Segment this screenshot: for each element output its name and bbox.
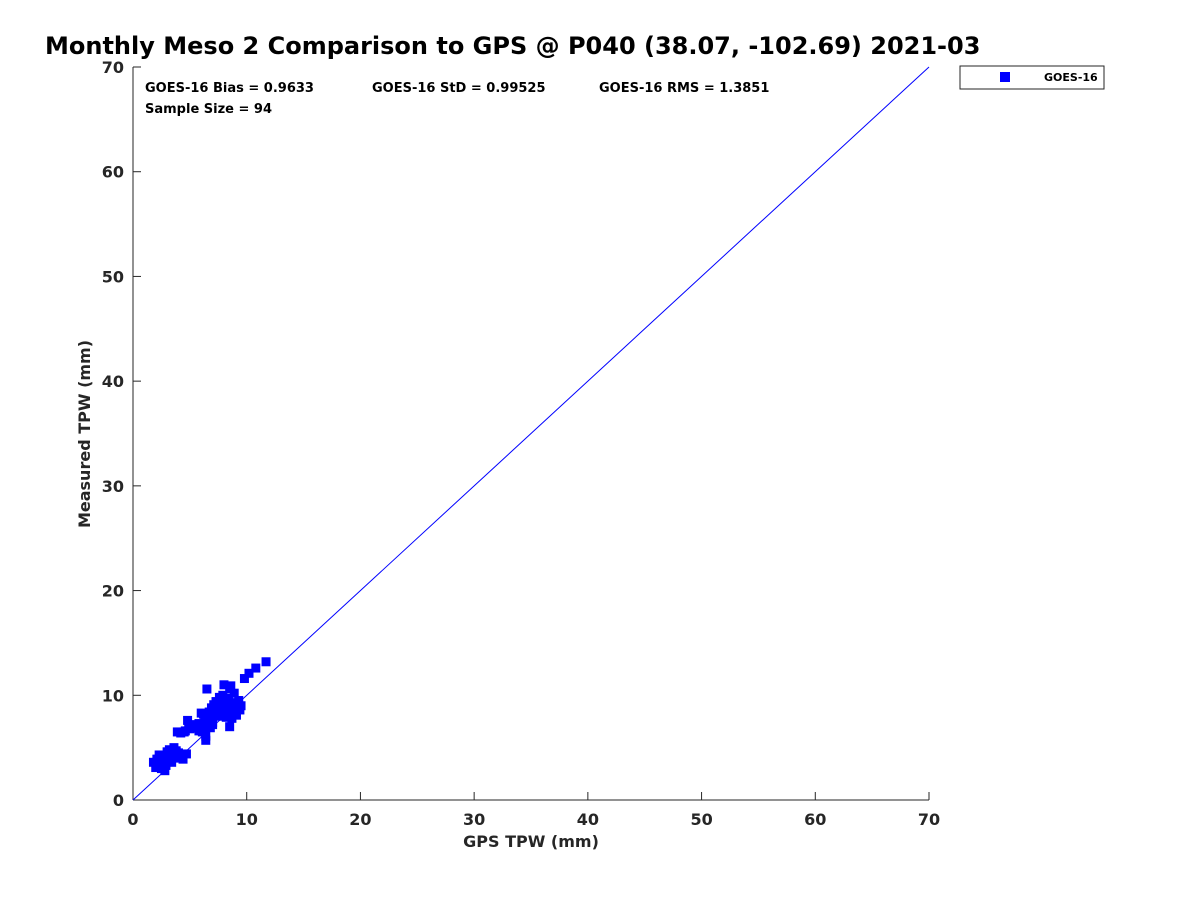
legend-box — [959, 65, 1105, 90]
x-tick-label: 0 — [127, 810, 138, 829]
data-point — [211, 709, 221, 719]
std-stat: GOES-16 StD = 0.99525 — [372, 81, 546, 96]
y-tick-label: 20 — [102, 582, 124, 601]
y-tick-label: 60 — [102, 163, 124, 182]
chart-title: Monthly Meso 2 Comparison to GPS @ P040 … — [45, 32, 980, 60]
data-point — [229, 688, 239, 698]
x-tick-label: 50 — [690, 810, 712, 829]
data-point — [205, 715, 215, 725]
data-point — [155, 761, 165, 771]
data-point — [224, 710, 234, 720]
data-point — [183, 715, 193, 725]
data-point — [201, 731, 211, 741]
y-ticks: 0 10 20 30 40 50 60 70 — [102, 58, 141, 810]
data-point — [234, 696, 244, 706]
data-point — [196, 721, 206, 731]
data-point — [173, 748, 183, 758]
y-tick-label: 0 — [113, 791, 124, 810]
data-point — [226, 681, 236, 691]
y-axis-label: Measured TPW (mm) — [75, 340, 94, 528]
y-tick-label: 50 — [102, 267, 124, 286]
legend-label-goes16: GOES-16 — [1044, 71, 1098, 84]
data-point — [199, 709, 209, 719]
data-point — [181, 749, 191, 759]
x-ticks: 0 10 20 30 40 50 60 70 — [127, 792, 940, 829]
data-point — [179, 727, 189, 737]
goes16-series-points — [148, 657, 271, 776]
x-tick-label: 30 — [463, 810, 485, 829]
data-point — [219, 680, 229, 690]
data-point — [261, 657, 271, 667]
data-point — [236, 701, 246, 711]
plot-area: 0 10 20 30 40 50 60 70 0 10 20 30 40 50 60 70 — [102, 58, 940, 829]
data-point — [160, 766, 170, 776]
data-point — [226, 700, 236, 710]
x-tick-label: 40 — [577, 810, 599, 829]
x-tick-label: 10 — [236, 810, 258, 829]
sample-size-stat: Sample Size = 94 — [145, 102, 272, 117]
data-point — [162, 756, 172, 766]
data-point — [244, 668, 254, 678]
x-axis-label: GPS TPW (mm) — [463, 832, 599, 851]
data-point — [194, 726, 204, 736]
data-point — [251, 663, 261, 673]
data-point — [225, 722, 235, 732]
legend: GOES-16 — [959, 65, 1105, 90]
data-point — [202, 684, 212, 694]
x-tick-label: 20 — [349, 810, 371, 829]
x-tick-label: 70 — [918, 810, 940, 829]
y-tick-label: 30 — [102, 477, 124, 496]
data-point — [239, 674, 249, 684]
data-point — [178, 754, 188, 764]
y-tick-label: 70 — [102, 58, 124, 77]
data-point — [167, 752, 177, 762]
one-to-one-reference-line — [132, 66, 930, 801]
data-point — [230, 707, 240, 717]
x-tick-label: 60 — [804, 810, 826, 829]
data-point — [224, 693, 234, 703]
data-point — [218, 690, 228, 700]
bias-stat: GOES-16 Bias = 0.9633 — [145, 81, 314, 96]
legend-marker-square-icon — [1000, 72, 1010, 82]
y-tick-label: 40 — [102, 372, 124, 391]
data-point — [220, 705, 230, 715]
y-tick-label: 10 — [102, 686, 124, 705]
data-point — [153, 754, 163, 764]
rms-stat: GOES-16 RMS = 1.3851 — [599, 81, 769, 96]
